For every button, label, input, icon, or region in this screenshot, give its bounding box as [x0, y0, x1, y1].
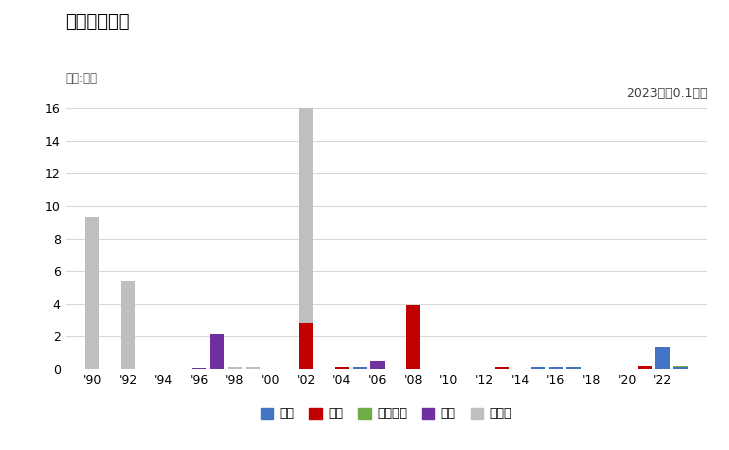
- Bar: [246, 367, 260, 369]
- Bar: [655, 347, 670, 369]
- Bar: [638, 366, 652, 369]
- Legend: 韓国, 台湾, オランダ, 中国, その他: 韓国, 台湾, オランダ, 中国, その他: [256, 402, 517, 425]
- Bar: [299, 324, 313, 369]
- Bar: [495, 367, 510, 369]
- Bar: [674, 367, 687, 369]
- Bar: [210, 334, 225, 369]
- Text: 2023年：0.1トン: 2023年：0.1トン: [625, 87, 707, 100]
- Bar: [227, 367, 242, 369]
- Bar: [566, 367, 580, 369]
- Bar: [406, 306, 420, 369]
- Bar: [353, 367, 367, 369]
- Bar: [370, 361, 385, 369]
- Bar: [531, 367, 545, 369]
- Bar: [85, 217, 99, 369]
- Text: 単位:トン: 単位:トン: [66, 72, 98, 85]
- Bar: [674, 366, 687, 367]
- Bar: [299, 79, 313, 324]
- Bar: [121, 281, 135, 369]
- Bar: [548, 367, 563, 369]
- Text: 輸出量の推移: 輸出量の推移: [66, 14, 130, 32]
- Bar: [192, 368, 206, 369]
- Bar: [335, 367, 349, 369]
